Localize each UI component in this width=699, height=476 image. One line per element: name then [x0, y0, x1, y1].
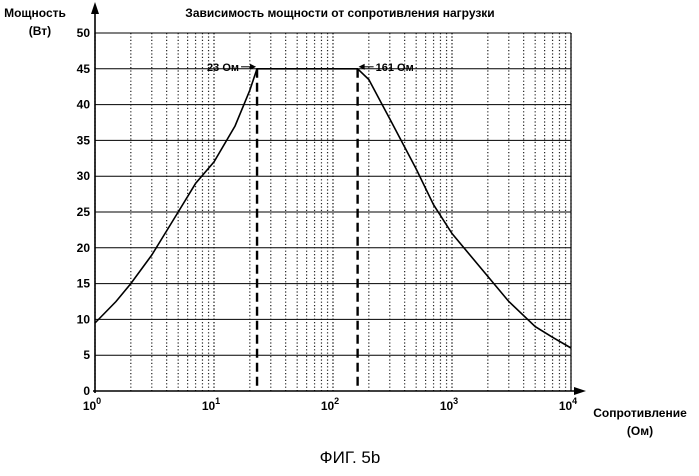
y-axis-label-line2: (Вт) — [29, 24, 51, 38]
x-tick-label: 104 — [559, 396, 577, 413]
x-tick-label: 103 — [440, 396, 458, 413]
x-tick-label: 100 — [83, 396, 101, 413]
figure-caption: ФИГ. 5b — [320, 448, 381, 467]
y-tick-label: 50 — [77, 26, 91, 40]
y-tick-label: 20 — [77, 241, 91, 255]
y-axis-arrow — [91, 2, 99, 14]
y-tick-label: 15 — [77, 277, 91, 291]
x-tick-label: 102 — [321, 396, 339, 413]
y-tick-label: 25 — [77, 205, 91, 219]
x-axis-label-line2: (Ом) — [627, 424, 653, 438]
x-tick-label: 101 — [202, 396, 220, 413]
y-tick-label: 40 — [77, 98, 91, 112]
chart-title: Зависимость мощности от сопротивления на… — [185, 6, 494, 20]
plot-area: 23 Ом 161 Ом — [95, 62, 571, 391]
y-axis-label-line1: Мощность — [4, 6, 66, 20]
y-tick-label: 35 — [77, 133, 91, 147]
marker-label: 161 Ом — [376, 62, 414, 74]
x-axis-label-line1: Сопротивление — [593, 406, 687, 420]
axes — [91, 2, 586, 395]
marker-label: 23 Ом — [207, 62, 239, 74]
y-tick-label: 10 — [77, 312, 91, 326]
y-tick-label: 45 — [77, 62, 91, 76]
grid — [95, 33, 571, 391]
x-axis-arrow — [574, 387, 586, 395]
y-tick-label: 0 — [83, 384, 90, 398]
y-tick-label: 30 — [77, 169, 91, 183]
y-tick-label: 5 — [83, 348, 90, 362]
